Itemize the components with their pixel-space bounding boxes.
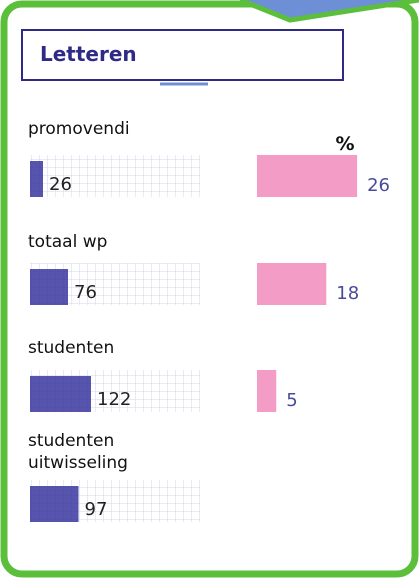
category-label: totaal wp bbox=[28, 231, 158, 253]
pictogram bbox=[30, 486, 79, 522]
count-label: 122 bbox=[97, 389, 131, 410]
category-label: studenten bbox=[28, 337, 158, 359]
pictogram bbox=[30, 269, 68, 305]
percent-label: 18 bbox=[336, 283, 359, 304]
percent-bar bbox=[257, 155, 357, 197]
count-label: 76 bbox=[74, 282, 97, 303]
chart-title: Letteren bbox=[40, 42, 137, 66]
percent-bar bbox=[257, 263, 326, 305]
pictogram bbox=[30, 376, 91, 412]
percent-header: % bbox=[335, 133, 354, 155]
percent-bar bbox=[257, 370, 276, 412]
count-label: 26 bbox=[49, 174, 72, 195]
category-label: promovendi bbox=[28, 118, 158, 140]
count-label: 97 bbox=[85, 499, 108, 520]
pictogram bbox=[30, 161, 43, 197]
percent-label: 5 bbox=[286, 390, 297, 411]
percent-label: 26 bbox=[367, 175, 390, 196]
category-label: studenten uitwisseling bbox=[28, 430, 158, 474]
infographic: % 26 26 76 18 122 5 97 Letteren promovendi tota… bbox=[0, 0, 419, 578]
chart: % 26 26 76 18 122 5 97 bbox=[0, 0, 419, 578]
